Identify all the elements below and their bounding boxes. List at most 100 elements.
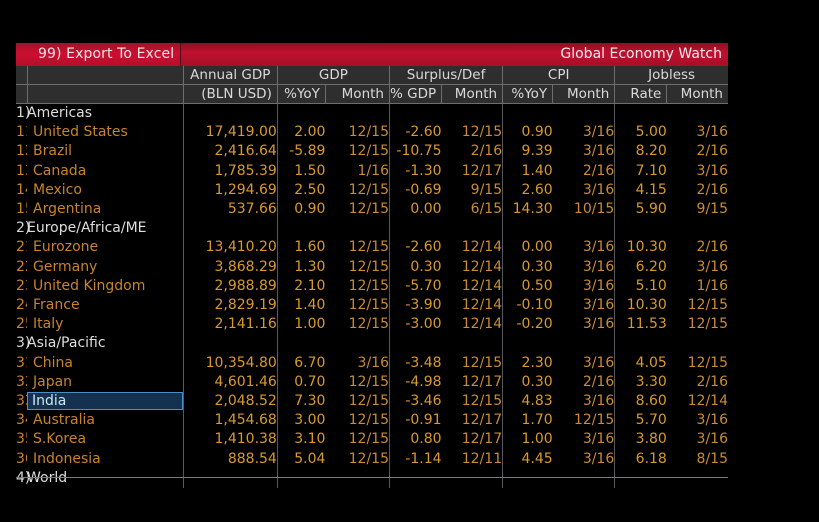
empty-cell [615, 334, 667, 353]
row-index[interactable]: 23) [16, 277, 27, 294]
section-header-row[interactable]: 1) Americas [16, 103, 728, 124]
row-country-cell[interactable]: Mexico [27, 180, 184, 201]
cell-jobless-rate: 11.53 [626, 316, 667, 333]
row-country-name: Indonesia [33, 450, 101, 467]
row-index[interactable]: 31) [16, 354, 27, 371]
cell-cpi-yoy: 9.39 [521, 143, 553, 160]
table-row[interactable]: 12)Brazil2,416.64-5.8912/15-10.752/169.3… [16, 142, 728, 162]
header-surplus-def[interactable]: Surplus/Def [389, 66, 504, 85]
row-country-cell[interactable]: United States [27, 123, 184, 143]
empty-cell [183, 103, 278, 124]
row-index[interactable]: 33) [16, 393, 27, 410]
row-country-cell[interactable]: S.Korea [27, 430, 184, 450]
row-country-cell[interactable]: Argentina [27, 200, 184, 220]
export-button-number: 99) [38, 46, 62, 62]
section-header-row[interactable]: 2) Europe/Africa/ME [16, 219, 728, 239]
cell-jobless-month: 3/16 [696, 431, 728, 448]
export-to-excel-button[interactable]: 99) Export To Excel [16, 43, 181, 66]
row-country-cell[interactable]: Indonesia [27, 449, 184, 469]
table-row[interactable]: 34)Australia1,454.683.0012/15-0.9112/171… [16, 411, 728, 431]
row-country-name: Germany [33, 258, 98, 275]
row-country-name: S.Korea [33, 431, 87, 448]
empty-cell [503, 219, 553, 238]
row-index[interactable]: 36) [16, 450, 27, 467]
table-row[interactable]: 25)Italy2,141.161.0012/15-3.0012/14-0.20… [16, 315, 728, 335]
row-country-name: France [33, 297, 80, 314]
cell-surplus-pct-gdp: -0.69 [405, 181, 442, 198]
empty-cell [389, 219, 441, 238]
header-cpi[interactable]: CPI [502, 66, 616, 85]
table-row[interactable]: 11)United States17,419.002.0012/15-2.601… [16, 123, 728, 143]
table-group-header-row: Annual GDP GDP Surplus/Def CPI Jobless [16, 66, 728, 85]
section-name: Americas [27, 103, 184, 124]
row-country-cell[interactable]: Australia [27, 411, 184, 431]
row-index[interactable]: 25) [16, 316, 27, 333]
cell-gdp-month: 12/15 [325, 200, 390, 220]
section-header-row[interactable]: 4)World [16, 468, 728, 489]
subheader-gdp-month: Month [325, 84, 390, 104]
table-row[interactable]: 31)China10,354.806.703/16-3.4812/152.303… [16, 353, 728, 373]
table-row[interactable]: 32)Japan4,601.460.7012/15-4.9812/170.302… [16, 372, 728, 393]
cell-gdp-month: 12/15 [325, 238, 390, 258]
table-row[interactable]: 24)France2,829.191.4012/15-3.9012/14-0.1… [16, 296, 728, 316]
row-country-cell[interactable]: France [27, 296, 184, 316]
empty-cell [325, 468, 390, 489]
header-gdp[interactable]: GDP [277, 66, 390, 85]
empty-cell [615, 219, 667, 238]
row-country-cell[interactable]: India [27, 392, 184, 412]
row-index[interactable]: 13) [16, 162, 27, 179]
cell-surplus-month: 12/15 [441, 123, 504, 143]
row-index[interactable]: 22) [16, 258, 27, 275]
cell-gdp-month: 12/15 [325, 123, 390, 143]
row-index[interactable]: 21) [16, 239, 27, 256]
selected-country-field[interactable]: India [27, 392, 183, 411]
table-row[interactable]: 22)Germany3,868.291.3012/150.3012/140.30… [16, 257, 728, 277]
row-country-cell[interactable]: Brazil [27, 142, 184, 162]
empty-cell [552, 219, 616, 239]
row-country-cell[interactable]: Eurozone [27, 238, 184, 258]
subheader-spacer-name [27, 84, 184, 104]
cell-cpi-yoy: 0.00 [521, 239, 553, 256]
cell-gdp-yoy: 2.50 [294, 181, 326, 198]
row-country-cell[interactable]: China [27, 353, 184, 373]
cell-surplus-month: 12/17 [441, 372, 504, 393]
cell-jobless-month: 1/16 [696, 277, 728, 294]
table-row[interactable]: 23)United Kingdom2,988.892.1012/15-5.701… [16, 276, 728, 297]
cell-surplus-pct-gdp: -10.75 [396, 143, 442, 160]
row-index[interactable]: 34) [16, 412, 27, 429]
cell-jobless-rate: 6.20 [635, 258, 667, 275]
cell-jobless-rate: 4.15 [635, 181, 667, 198]
row-country-cell[interactable]: Canada [27, 161, 184, 181]
row-index[interactable]: 11) [16, 124, 27, 141]
cell-cpi-yoy: 1.00 [521, 431, 553, 448]
cell-annual-gdp: 537.66 [183, 200, 278, 220]
row-index[interactable]: 14) [16, 181, 27, 198]
cell-jobless-rate: 3.80 [635, 431, 667, 448]
cell-surplus-month: 12/11 [441, 449, 504, 469]
section-header-row[interactable]: 3) Asia/Pacific [16, 334, 728, 354]
row-country-cell[interactable]: Germany [27, 257, 184, 277]
cell-cpi-month: 10/15 [552, 200, 616, 220]
header-jobless[interactable]: Jobless [614, 66, 728, 85]
cell-surplus-pct-gdp: -3.48 [405, 354, 442, 371]
cell-jobless-rate: 5.10 [635, 277, 667, 294]
row-country-name: Argentina [33, 201, 102, 218]
row-country-cell[interactable]: Italy [27, 315, 184, 335]
cell-jobless-rate: 5.00 [635, 124, 667, 141]
row-index[interactable]: 32) [16, 373, 27, 390]
row-country-cell[interactable]: United Kingdom [27, 276, 184, 297]
header-annual-gdp[interactable]: Annual GDP [183, 66, 278, 85]
row-index[interactable]: 24) [16, 297, 27, 314]
section-name: Europe/Africa/ME [27, 219, 184, 239]
table-row[interactable]: 33)India2,048.527.3012/15-3.4612/154.833… [16, 392, 728, 412]
row-index[interactable]: 35) [16, 431, 27, 448]
row-index[interactable]: 15) [16, 201, 27, 218]
row-index[interactable]: 12) [16, 143, 27, 160]
row-country-cell[interactable]: Japan [27, 372, 184, 393]
